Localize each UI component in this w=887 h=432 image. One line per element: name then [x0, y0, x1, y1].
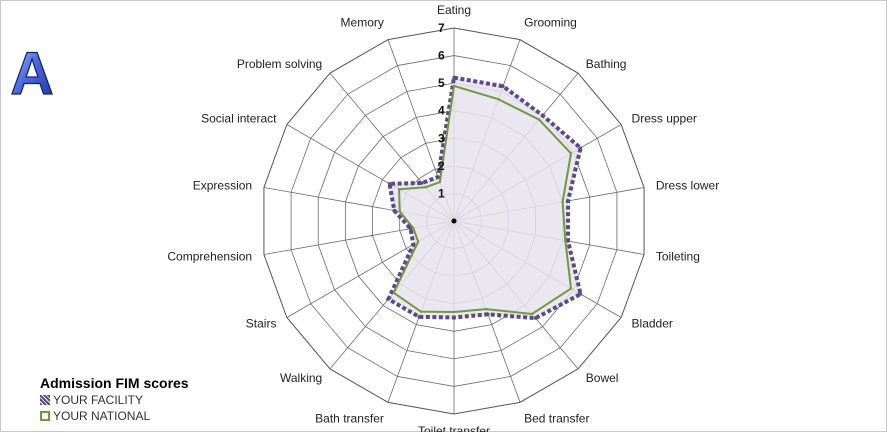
- radial-tick-1: 1: [438, 186, 445, 200]
- point-national-0: [452, 84, 456, 88]
- center-point: [451, 218, 457, 224]
- legend-entry-facility: YOUR FACILITY: [40, 392, 189, 408]
- point-facility-5: [566, 239, 570, 243]
- axis-label-6: Bladder: [632, 317, 673, 331]
- point-facility-12: [411, 242, 416, 247]
- axis-label-0: Eating: [437, 3, 471, 17]
- radar-series: [385, 75, 583, 321]
- point-facility-9: [452, 315, 456, 320]
- point-facility-7: [533, 316, 538, 320]
- legend-title: Admission FIM scores: [40, 375, 189, 391]
- point-national-5: [564, 239, 567, 242]
- axis-label-5: Toileting: [656, 250, 700, 264]
- point-national-6: [569, 287, 573, 290]
- axis-label-17: Memory: [341, 15, 384, 29]
- radial-tick-6: 6: [438, 49, 445, 63]
- point-national-13: [412, 226, 415, 230]
- axis-label-16: Problem solving: [237, 57, 322, 71]
- panel-label-text: A: [10, 44, 53, 100]
- legend-swatch-facility: [40, 395, 50, 405]
- point-facility-16: [420, 181, 424, 185]
- point-facility-11: [386, 297, 391, 301]
- radial-tick-3: 3: [438, 131, 445, 145]
- point-national-4: [561, 200, 564, 204]
- point-facility-2: [541, 113, 545, 117]
- point-facility-4: [566, 199, 570, 203]
- point-facility-14: [392, 208, 396, 213]
- point-national-9: [452, 310, 456, 314]
- panel-label-a: A: [10, 44, 54, 100]
- legend-entry-national: YOUR NATIONAL: [40, 408, 189, 424]
- legend-swatch-national: [40, 411, 50, 421]
- axis-label-8: Bed transfer: [524, 412, 589, 426]
- point-facility-3: [578, 146, 583, 150]
- series-fill-facility: [388, 77, 581, 319]
- point-national-2: [537, 118, 541, 121]
- point-facility-13: [408, 227, 413, 231]
- axis-label-13: Comprehension: [167, 250, 252, 264]
- point-facility-15: [387, 182, 392, 186]
- point-national-7: [530, 312, 534, 316]
- radial-tick-7: 7: [438, 21, 445, 35]
- point-facility-10: [417, 315, 421, 319]
- point-national-10: [419, 310, 423, 313]
- point-facility-6: [578, 292, 583, 296]
- axis-label-2: Bathing: [586, 57, 627, 71]
- legend-label-national: YOUR NATIONAL: [53, 409, 151, 423]
- point-facility-1: [501, 84, 505, 88]
- point-national-12: [416, 240, 420, 243]
- axis-label-9: Toilet transfer: [418, 424, 490, 432]
- legend: Admission FIM scores YOUR FACILITY YOUR …: [40, 374, 189, 424]
- axis-label-11: Walking: [280, 371, 322, 385]
- point-facility-0: [452, 76, 456, 80]
- axis-label-15: Social interact: [201, 112, 277, 126]
- axis-label-3: Dress upper: [632, 112, 697, 126]
- point-national-14: [398, 210, 401, 213]
- axis-label-14: Expression: [193, 178, 252, 192]
- radial-tick-2: 2: [438, 159, 445, 173]
- point-national-17: [438, 180, 442, 184]
- point-facility-8: [486, 312, 490, 316]
- radial-tick-4: 4: [438, 104, 445, 118]
- axis-label-4: Dress lower: [656, 178, 719, 192]
- radial-tick-5: 5: [438, 76, 445, 90]
- point-national-16: [424, 186, 427, 189]
- point-national-8: [484, 307, 488, 311]
- radar-labels: Eating Grooming Bathing Dress upper Dress lo…: [167, 3, 719, 432]
- point-national-15: [397, 188, 401, 191]
- legend-label-facility: YOUR FACILITY: [53, 393, 144, 407]
- axis-label-7: Bowel: [586, 371, 619, 385]
- axis-label-1: Grooming: [524, 15, 577, 29]
- point-facility-17: [436, 175, 440, 179]
- point-national-1: [497, 98, 500, 101]
- point-national-11: [392, 291, 395, 295]
- axis-label-10: Bath transfer: [315, 412, 384, 426]
- axis-label-12: Stairs: [246, 317, 277, 331]
- point-national-3: [569, 152, 573, 155]
